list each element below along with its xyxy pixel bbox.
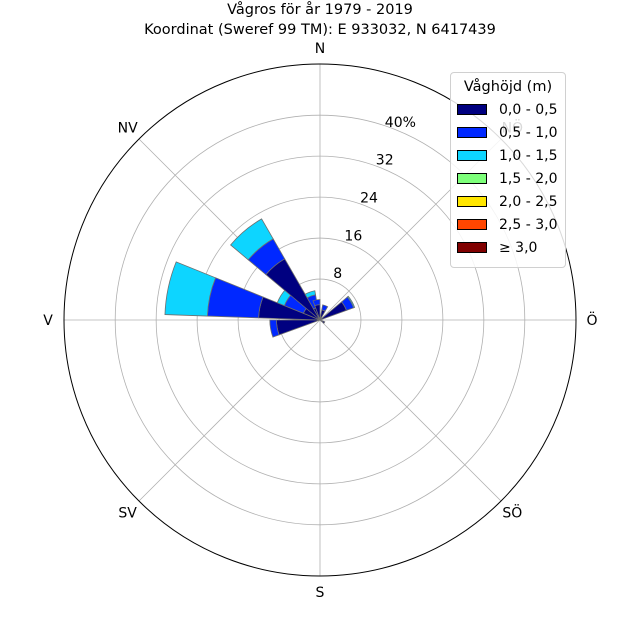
legend-swatch	[457, 127, 487, 138]
legend-label: 2,5 - 3,0	[499, 216, 558, 233]
radial-tick-label: 40%	[385, 115, 416, 131]
legend-item: ≥ 3,0	[451, 236, 565, 259]
rose-bar	[321, 304, 329, 312]
legend-swatch	[457, 104, 487, 115]
legend-swatch	[457, 219, 487, 230]
legend-swatch	[457, 242, 487, 253]
legend: Våghöjd (m) 0,0 - 0,5 0,5 - 1,0 1,0 - 1,5 1…	[450, 72, 566, 268]
direction-label: Ö	[586, 311, 597, 329]
grid-spoke	[319, 319, 502, 502]
title-line-2: Koordinat (Sweref 99 TM): E 933032, N 64…	[144, 22, 496, 38]
radial-tick-label: 8	[333, 266, 342, 282]
direction-label: SÖ	[502, 503, 522, 521]
rose-bar	[164, 261, 217, 317]
rose-bar	[312, 299, 321, 307]
rose-bar	[230, 218, 274, 261]
rose-bar	[304, 290, 317, 299]
polar-frame	[63, 63, 577, 577]
direction-label: SV	[118, 505, 137, 521]
radial-tick-label: 32	[376, 153, 394, 169]
legend-label: 2,0 - 2,5	[499, 193, 558, 210]
legend-item: 2,5 - 3,0	[451, 213, 565, 236]
chart-title: Vågros för år 1979 - 2019 Koordinat (Swe…	[0, 0, 640, 40]
legend-label: 1,0 - 1,5	[499, 147, 558, 164]
legend-item: 1,0 - 1,5	[451, 144, 565, 167]
legend-item: 2,0 - 2,5	[451, 190, 565, 213]
direction-label: N	[315, 41, 325, 57]
legend-label: ≥ 3,0	[499, 239, 538, 256]
legend-label: 0,0 - 0,5	[499, 101, 558, 118]
direction-label: NV	[118, 121, 138, 137]
rose-bar	[269, 319, 280, 338]
legend-item: 0,0 - 0,5	[451, 98, 565, 121]
radial-tick-label: 24	[360, 190, 378, 206]
legend-label: 0,5 - 1,0	[499, 124, 558, 141]
direction-label: S	[316, 585, 325, 601]
radial-tick-label: 16	[344, 228, 362, 244]
direction-label: V	[43, 313, 53, 329]
legend-item: 0,5 - 1,0	[451, 121, 565, 144]
legend-label: 1,5 - 2,0	[499, 170, 558, 187]
legend-item: 1,5 - 2,0	[451, 167, 565, 190]
title-line-1: Vågros för år 1979 - 2019	[227, 2, 413, 18]
legend-swatch	[457, 173, 487, 184]
rose-bar	[346, 295, 356, 309]
grid-spoke	[138, 319, 321, 502]
legend-title: Våghöjd (m)	[463, 79, 553, 95]
legend-swatch	[457, 150, 487, 161]
rose-bar	[319, 319, 326, 324]
legend-swatch	[457, 196, 487, 207]
